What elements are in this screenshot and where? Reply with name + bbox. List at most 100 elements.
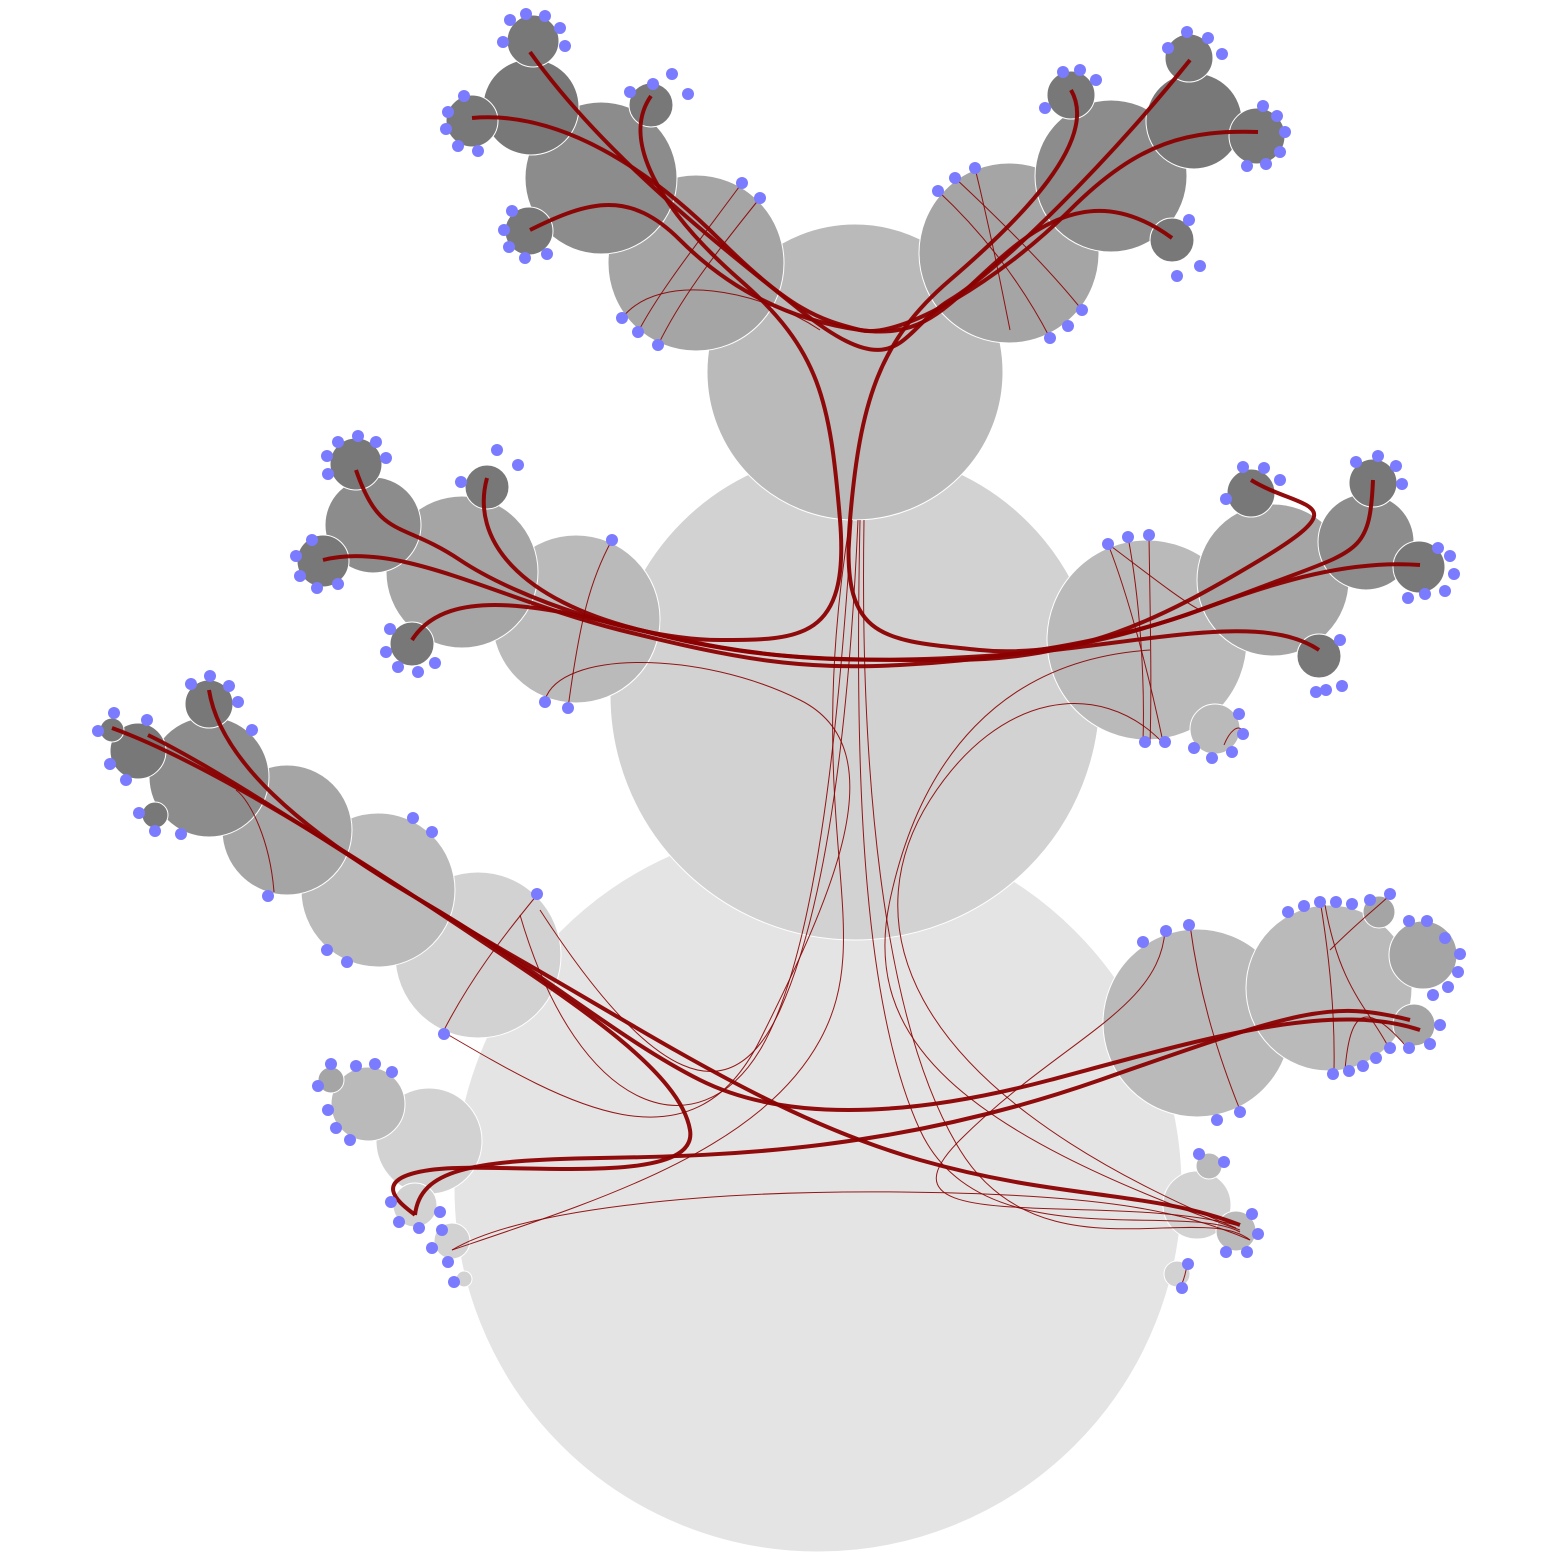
leaf-node — [1216, 48, 1228, 60]
leaf-node — [1160, 925, 1172, 937]
leaf-node — [380, 452, 392, 464]
leaf-node — [652, 339, 664, 351]
leaf-node — [185, 678, 197, 690]
leaf-node — [133, 807, 145, 819]
leaf-node — [1258, 462, 1270, 474]
leaf-node — [1384, 1042, 1396, 1054]
leaf-node — [519, 252, 531, 264]
edge — [657, 197, 761, 346]
tree-node-circle — [1226, 468, 1276, 518]
leaf-node — [1074, 64, 1086, 76]
leaf-node — [442, 1256, 454, 1268]
leaf-node — [438, 1028, 450, 1040]
leaf-node — [223, 680, 235, 692]
leaf-node — [1357, 1060, 1369, 1072]
leaf-node — [1274, 474, 1286, 486]
leaf-node — [426, 1242, 438, 1254]
edge — [567, 539, 613, 709]
leaf-node — [1372, 450, 1384, 462]
leaf-node — [632, 326, 644, 338]
leaf-node — [325, 1058, 337, 1070]
leaf-node — [616, 312, 628, 324]
leaf-node — [1432, 542, 1444, 554]
leaf-node — [1194, 260, 1206, 272]
edge — [235, 789, 275, 893]
leaf-node — [647, 78, 659, 90]
edge — [443, 894, 538, 1031]
leaf-node — [1402, 592, 1414, 604]
leaf-node — [932, 185, 944, 197]
leaf-node — [442, 106, 454, 118]
leaf-node — [175, 828, 187, 840]
leaf-node — [1252, 1228, 1264, 1240]
leaf-node — [1202, 32, 1214, 44]
tree-node-circle — [1046, 70, 1096, 120]
tree-circles-layer — [99, 14, 1458, 1553]
leaf-node — [1218, 1156, 1230, 1168]
leaf-node — [350, 1060, 362, 1072]
leaf-node — [344, 1134, 356, 1146]
leaf-node — [1442, 981, 1454, 993]
leaf-node — [1320, 684, 1332, 696]
leaf-node — [1211, 1114, 1223, 1126]
leaf-node — [1139, 736, 1151, 748]
leaf-node — [1419, 588, 1431, 600]
leaf-node — [332, 578, 344, 590]
leaf-node — [311, 582, 323, 594]
leaf-node — [104, 758, 116, 770]
leaf-node — [1274, 146, 1286, 158]
leaf-node — [554, 22, 566, 34]
leaf-node — [1282, 906, 1294, 918]
leaf-node — [1257, 100, 1269, 112]
leaf-node — [1241, 1246, 1253, 1258]
leaf-node — [440, 123, 452, 135]
edge — [539, 519, 859, 1073]
leaf-node — [1279, 126, 1291, 138]
leaf-node — [1314, 896, 1326, 908]
leaf-node — [321, 944, 333, 956]
edge — [439, 662, 851, 1118]
leaf-node — [1334, 634, 1346, 646]
leaf-node — [455, 476, 467, 488]
leaf-nodes-layer — [92, 8, 1466, 1294]
leaf-node — [1162, 42, 1174, 54]
leaf-node — [108, 707, 120, 719]
leaf-node — [1193, 1148, 1205, 1160]
edge — [1148, 534, 1152, 746]
leaf-node — [290, 550, 302, 562]
leaf-node — [1122, 531, 1134, 543]
bundled-edges-layer — [111, 50, 1421, 1289]
leaf-node — [1241, 160, 1253, 172]
leaf-node — [1260, 158, 1272, 170]
edge — [884, 649, 1241, 1231]
leaf-node — [149, 825, 161, 837]
edge-bundle — [410, 603, 1321, 662]
edge — [1189, 924, 1241, 1111]
leaf-node — [1102, 538, 1114, 550]
edge-bundle — [354, 94, 844, 643]
leaf-node — [429, 657, 441, 669]
leaf-node — [1183, 919, 1195, 931]
leaf-node — [1183, 214, 1195, 226]
tree-node-circle — [609, 449, 1101, 941]
leaf-node — [120, 774, 132, 786]
leaf-node — [204, 670, 216, 682]
edge — [451, 519, 851, 1251]
leaf-node — [380, 646, 392, 658]
edge — [858, 519, 1241, 1233]
edge — [974, 167, 1011, 331]
leaf-node — [1171, 270, 1183, 282]
leaf-node — [369, 1058, 381, 1070]
leaf-node — [1434, 1019, 1446, 1031]
leaf-node — [1044, 332, 1056, 344]
leaf-node — [1343, 1065, 1355, 1077]
edge — [637, 182, 743, 333]
leaf-node — [434, 1206, 446, 1218]
tree-node-circle — [1392, 540, 1446, 594]
leaf-node — [1424, 1038, 1436, 1050]
leaf-node — [736, 177, 748, 189]
leaf-node — [1396, 478, 1408, 490]
leaf-node — [559, 40, 571, 52]
leaf-node — [322, 468, 334, 480]
leaf-node — [949, 172, 961, 184]
